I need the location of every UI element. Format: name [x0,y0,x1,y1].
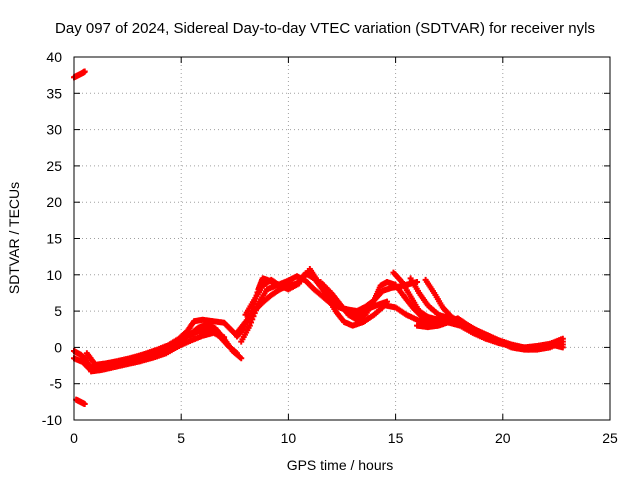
series-track-6 [88,329,228,375]
data-point [559,335,566,342]
x-tick-label: 5 [177,430,185,446]
data-point [81,68,88,75]
y-tick-label: 10 [46,267,62,283]
x-tick-label: 20 [495,430,511,446]
series-track-10 [242,265,431,329]
y-tick-label: 0 [54,339,62,355]
x-tick-label: 25 [602,430,618,446]
x-tick-label: 15 [388,430,404,446]
y-tick-label: 40 [46,49,62,65]
axis-ticks: 0 5 10 15 20 25 -10 -5 0 5 10 15 20 25 30 35 40 [42,49,618,446]
x-tick-label: 10 [281,430,297,446]
y-axis-label: SDTVAR / TECUs [6,182,22,294]
data-point [233,350,240,357]
chart-title: Day 097 of 2024, Sidereal Day-to-day VTE… [55,20,595,37]
x-axis-label: GPS time / hours [287,457,394,473]
data-point [246,322,253,329]
data-point [81,401,88,408]
series-track-5 [83,316,240,368]
y-tick-label: 20 [46,194,62,210]
data-point [559,344,566,351]
y-tick-label: -10 [42,412,62,428]
data-point [248,319,255,326]
y-tick-label: 30 [46,122,62,138]
data-points [71,68,566,408]
plot-frame [73,56,611,421]
series-track-2 [73,396,88,408]
grid-lines [74,57,610,420]
series-track-15 [414,315,566,353]
y-tick-label: 5 [54,303,62,319]
y-tick-label: 35 [46,85,62,101]
y-tick-label: 15 [46,231,62,247]
data-point [221,334,228,341]
x-tick-label: 0 [70,430,78,446]
data-point [238,355,245,362]
y-tick-label: 25 [46,158,62,174]
y-tick-label: -5 [50,376,63,392]
